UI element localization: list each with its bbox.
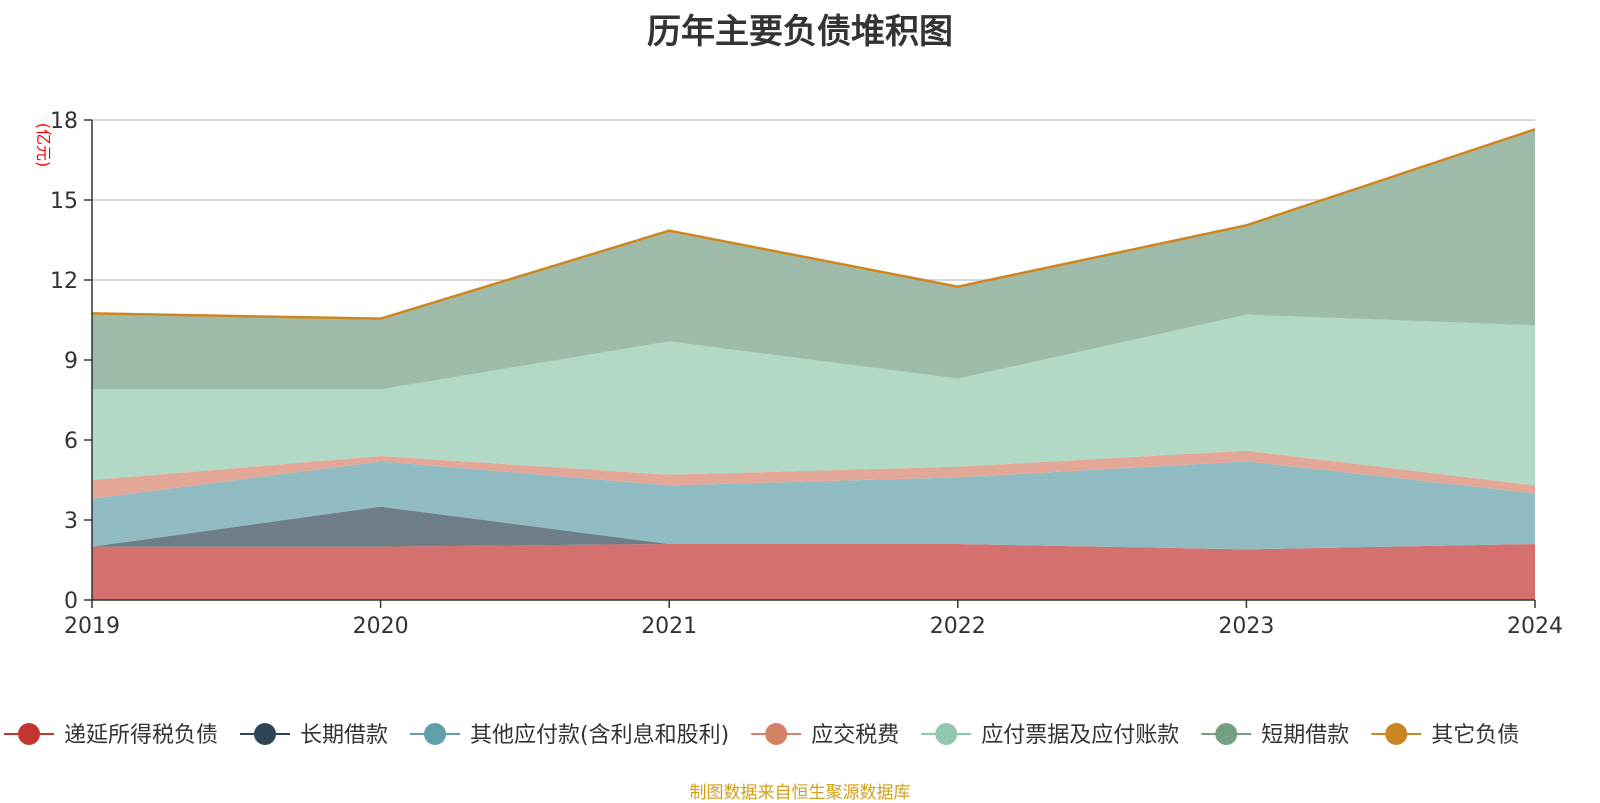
legend-marker-6 [1385,723,1408,745]
legend-label-3: 应交税费 [811,723,899,748]
x-tick-label: 2021 [641,614,697,639]
area-series-2 [92,461,1535,550]
legend-marker-1 [254,723,277,745]
x-tick-label: 2023 [1218,614,1274,639]
area-series-0 [92,544,1535,600]
total-line [91,128,1536,320]
legend-marker-0 [18,723,40,745]
legend-label-6: 其它负债 [1431,723,1519,748]
y-tick-label: 0 [64,589,78,614]
legend-label-2: 其他应付款(含利息和股利) [470,723,729,748]
y-tick-label: 12 [50,269,78,294]
area-series-3 [92,450,1535,499]
legend-label-1: 长期借款 [300,723,388,748]
y-tick-label: 3 [64,509,78,534]
y-unit-label: (亿元) [34,123,53,168]
legend-label-4: 应付票据及应付账款 [981,723,1179,748]
x-tick-label: 2024 [1507,614,1563,639]
x-tick-label: 2022 [930,614,986,639]
y-tick-label: 15 [50,189,78,214]
y-tick-label: 6 [64,429,78,454]
legend-marker-4 [935,723,958,745]
x-tick-label: 2019 [64,614,120,639]
y-tick-label: 18 [50,109,78,134]
area-series-4 [92,314,1535,486]
legend-label-0: 递延所得税负债 [64,723,218,748]
legend-label-5: 短期借款 [1261,723,1349,748]
x-tick-label: 2020 [353,614,409,639]
legend-marker-5 [1215,723,1238,745]
legend-marker-3 [765,723,788,745]
legend-marker-2 [424,723,447,745]
chart-title: 历年主要负债堆积图 [647,12,953,52]
area-series-1 [92,506,1535,550]
data-source-note: 制图数据来自恒生聚源数据库 [689,783,911,803]
y-tick-label: 9 [64,349,78,374]
